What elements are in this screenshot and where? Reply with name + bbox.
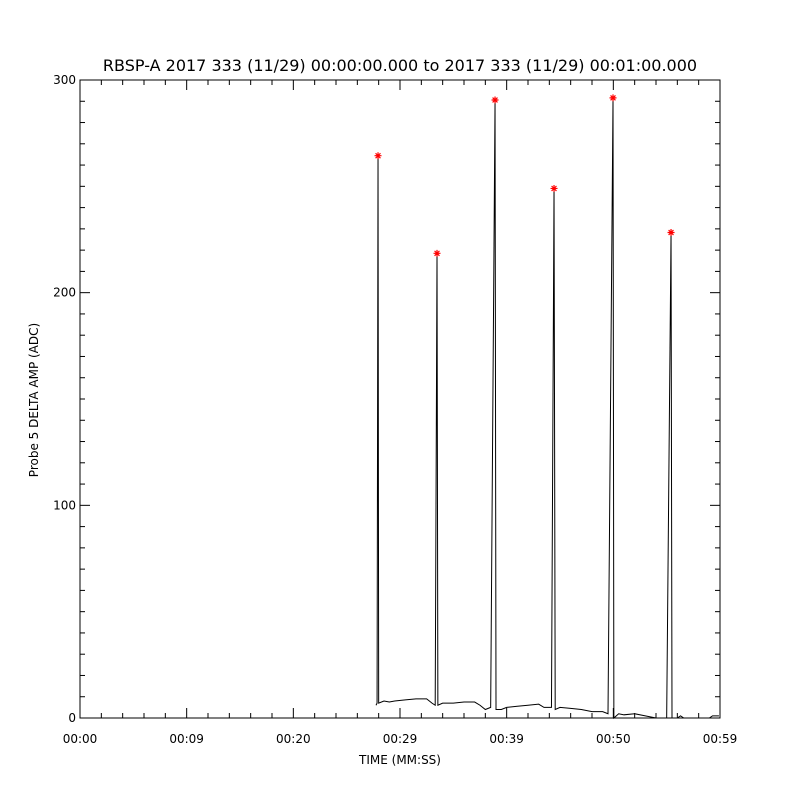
- y-axis-label: Probe 5 DELTA AMP (ADC): [27, 323, 41, 477]
- peak-marker: [550, 184, 558, 192]
- peak-marker: [374, 152, 382, 160]
- y-tick-label: 100: [53, 498, 76, 512]
- x-tick-label: 00:20: [276, 732, 311, 746]
- x-tick-label: 00:50: [596, 732, 631, 746]
- x-tick-label: 00:09: [169, 732, 204, 746]
- y-tick-label: 200: [53, 286, 76, 300]
- peak-marker: [667, 228, 675, 236]
- y-tick-label: 300: [53, 73, 76, 87]
- peak-marker: [433, 249, 441, 257]
- x-axis-label: TIME (MM:SS): [358, 753, 441, 767]
- data-line: [375, 99, 719, 720]
- x-tick-label: 00:00: [63, 732, 98, 746]
- x-tick-label: 00:29: [383, 732, 418, 746]
- x-tick-label: 00:39: [489, 732, 524, 746]
- chart-title: RBSP-A 2017 333 (11/29) 00:00:00.000 to …: [103, 56, 697, 75]
- peak-marker: [609, 94, 617, 102]
- plot-frame: [79, 79, 721, 719]
- y-tick-label: 0: [68, 711, 76, 725]
- peak-marker: [491, 96, 499, 104]
- x-tick-label: 00:59: [703, 732, 738, 746]
